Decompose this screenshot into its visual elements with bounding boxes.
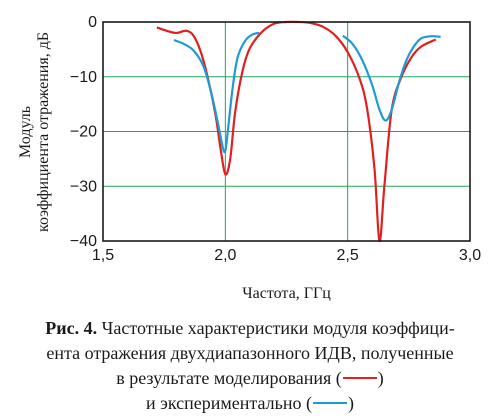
y-tick-label: 0 bbox=[88, 14, 97, 31]
caption-text-1: Частотные характеристики модуля коэффици… bbox=[97, 318, 455, 338]
caption-line-3: в результате моделирования () bbox=[4, 366, 496, 391]
series-line-experiment bbox=[342, 34, 441, 122]
y-axis-label: Модуль коэффициента отражения, дБ bbox=[17, 32, 52, 232]
y-tick-label: −30 bbox=[70, 178, 97, 195]
series-line-experiment bbox=[173, 31, 260, 154]
y-tick-label: −40 bbox=[70, 233, 97, 250]
y-axis-label-line1: Модуль bbox=[17, 106, 34, 158]
y-axis-label-line2: коэффициента отражения, дБ bbox=[35, 32, 52, 232]
caption-close-3: ) bbox=[377, 368, 384, 388]
legend-swatch-simulation bbox=[342, 376, 377, 379]
x-tick-label: 2,5 bbox=[337, 247, 359, 264]
plot-frame bbox=[102, 21, 471, 242]
figure-number: Рис. 4. bbox=[45, 318, 98, 338]
caption-line-4: и экспериментально () bbox=[4, 391, 496, 416]
figure-caption: Рис. 4. Частотные характеристики модуля … bbox=[4, 316, 496, 416]
x-tick-label: 2,0 bbox=[214, 247, 236, 264]
y-tick-label: −20 bbox=[70, 124, 97, 141]
reflection-chart: 1,5 2,0 2,5 3,0 0 −10 −20 −30 −40 Частота, ГГц М… bbox=[17, 14, 481, 302]
caption-line-2: ента отражения двухдиапазонного ИДВ, пол… bbox=[46, 343, 454, 363]
legend-swatch-experiment bbox=[312, 401, 347, 404]
x-tick-label: 1,5 bbox=[92, 247, 114, 264]
caption-line-1: Рис. 4. Частотные характеристики модуля … bbox=[4, 316, 496, 341]
x-axis-label: Частота, ГГц bbox=[242, 285, 331, 302]
grid-lines bbox=[103, 22, 470, 241]
y-tick-label: −10 bbox=[70, 69, 97, 86]
caption-text-3: в результате моделирования ( bbox=[116, 368, 342, 388]
caption-text-4: и экспериментально ( bbox=[146, 393, 312, 413]
caption-close-4: ) bbox=[347, 393, 354, 413]
x-tick-label: 3,0 bbox=[459, 247, 481, 264]
tick-labels: 1,5 2,0 2,5 3,0 0 −10 −20 −30 −40 bbox=[70, 14, 481, 264]
